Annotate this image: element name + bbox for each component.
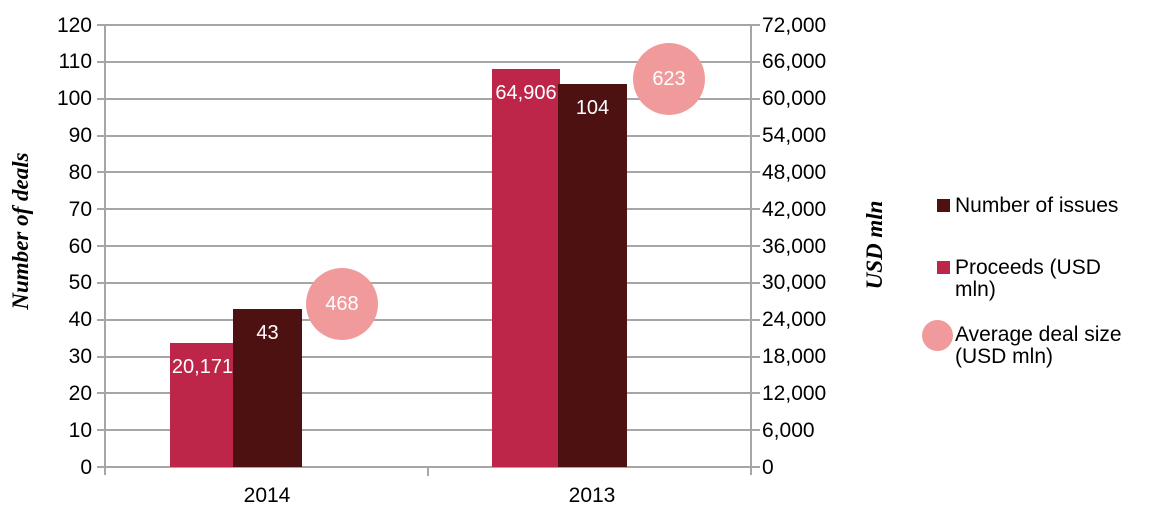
right-axis-tick: 42,000 xyxy=(762,197,827,221)
proceeds-legend-marker-icon xyxy=(937,261,950,274)
bar-issues-2013: 104 xyxy=(558,83,627,467)
gridline xyxy=(97,24,760,26)
left-axis-tick: 70 xyxy=(68,197,92,221)
right-axis-tick: 0 xyxy=(762,455,774,479)
legend-item-number-of-issues: Number of issues xyxy=(937,195,1118,217)
right-axis-tick: 6,000 xyxy=(762,418,815,442)
bar-issues-2014: 43 xyxy=(233,308,302,467)
bubble-label-2013: 623 xyxy=(652,67,686,90)
right-axis-tick: 72,000 xyxy=(762,13,827,37)
gridline xyxy=(97,134,760,137)
right-axis-tick: 18,000 xyxy=(762,345,827,368)
bar-proceeds-2013: 64,906 xyxy=(492,68,560,467)
gridline xyxy=(97,171,760,174)
left-axis-tick: 90 xyxy=(68,124,92,147)
legend-item-proceeds: Proceeds (USD mln) xyxy=(937,257,1133,301)
bar-label-proceeds-2013: 64,906 xyxy=(495,81,557,104)
legend-label: Average deal size (USD mln) xyxy=(955,323,1122,368)
gridline xyxy=(97,97,760,100)
bar-label-issues-2014: 43 xyxy=(256,321,279,344)
gridline xyxy=(97,429,760,432)
right-axis-tick: 24,000 xyxy=(762,308,827,332)
left-axis-tick: 20 xyxy=(68,381,92,405)
right-axis-tick: 60,000 xyxy=(762,87,827,111)
left-axis-tick: 80 xyxy=(68,160,92,184)
left-axis-tick: 40 xyxy=(68,308,92,332)
right-axis-tick: 66,000 xyxy=(762,50,827,74)
x-axis-mid-tick xyxy=(427,467,429,476)
legend-item-average-deal-size: Average deal size (USD mln) xyxy=(922,320,1133,368)
x-axis-label-2014: 2014 xyxy=(243,484,291,507)
bar-proceeds-2014: 20,171 xyxy=(170,343,235,467)
gridline xyxy=(97,60,760,63)
left-axis-tick: 100 xyxy=(56,87,92,111)
right-axis-tick: 54,000 xyxy=(762,124,827,147)
number-of-issues-legend-marker-icon xyxy=(937,199,950,212)
left-axis-tick: 110 xyxy=(58,50,92,74)
gridline xyxy=(97,281,760,284)
bubble-avg-deal-size-2013: 623 xyxy=(633,43,705,116)
left-axis-tick: 50 xyxy=(68,271,92,295)
gridline xyxy=(97,355,760,358)
bubble-label-2014: 468 xyxy=(325,292,359,315)
left-axis-tick: 60 xyxy=(68,234,92,258)
left-axis-tick: 30 xyxy=(68,345,92,368)
gridline xyxy=(97,392,760,395)
bubble-avg-deal-size-2014: 468 xyxy=(306,268,378,341)
right-axis-title: USD mln xyxy=(862,200,887,290)
right-axis-tick: 12,000 xyxy=(762,381,827,405)
average-deal-size-legend-marker-icon xyxy=(922,320,953,351)
right-axis-tick: 36,000 xyxy=(762,234,827,258)
left-axis-tick: 120 xyxy=(56,13,92,37)
legend-label: Number of issues xyxy=(955,194,1119,217)
left-axis-tick: 0 xyxy=(80,455,92,479)
left-axis-tick: 10 xyxy=(68,418,92,442)
legend-label: Proceeds (USD mln) xyxy=(955,256,1101,301)
right-axis-tick: 48,000 xyxy=(762,160,827,184)
gridline xyxy=(97,245,760,247)
gridline xyxy=(97,208,760,211)
right-axis-line xyxy=(750,25,752,475)
gridline xyxy=(97,318,760,321)
bar-label-proceeds-2014: 20,171 xyxy=(171,356,234,379)
x-axis-label-2013: 2013 xyxy=(568,484,616,507)
left-axis-line xyxy=(104,25,106,475)
right-axis-tick: 30,000 xyxy=(762,271,827,295)
bar-label-issues-2013: 104 xyxy=(575,96,610,119)
